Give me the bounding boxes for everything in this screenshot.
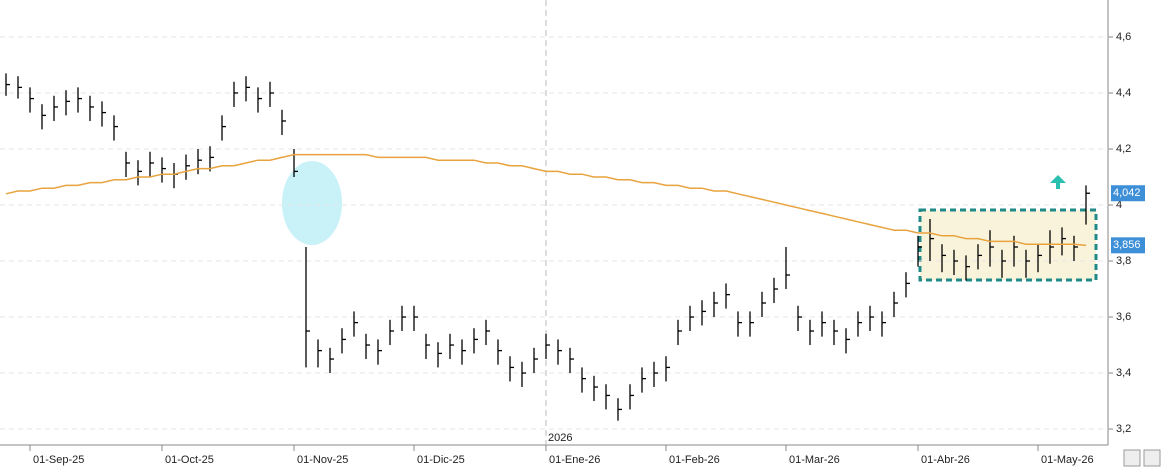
year-label: 2026 [548,432,572,444]
x-tick-label: 01-Oct-25 [165,454,214,466]
y-tick-label: 4,4 [1116,87,1131,99]
y-tick-label: 4,6 [1116,31,1131,43]
y-tick-label: 4,2 [1116,143,1131,155]
x-tick-label: 01-Sep-25 [33,454,84,466]
moving-average-line [5,153,1087,247]
x-tick-label: 01-Mar-26 [789,454,840,466]
price-label: 3,856 [1113,239,1141,251]
y-tick-label: 3,4 [1116,367,1131,379]
x-tick-label: 01-Ene-26 [549,454,600,466]
y-tick-label: 3,8 [1116,255,1131,267]
price-label-box [1111,185,1145,202]
x-tick-label: 01-May-26 [1041,454,1094,466]
up-arrow [1050,175,1066,189]
save-button[interactable] [1143,449,1161,467]
price-label-box [1111,237,1145,254]
price-label: 4,042 [1113,187,1141,199]
y-tick-label: 3,2 [1116,423,1131,435]
x-tick-label: 01-Dic-25 [417,454,465,466]
x-tick-label: 01-Abr-26 [921,454,970,466]
x-tick-label: 01-Nov-25 [297,454,348,466]
highlight-box [918,208,1098,282]
zoom-button[interactable] [1123,449,1141,467]
y-tick-label: 3,6 [1116,311,1131,323]
y-tick-label: 4 [1116,199,1122,211]
highlight-ellipse [282,161,342,245]
x-tick-label: 01-Feb-26 [669,454,720,466]
